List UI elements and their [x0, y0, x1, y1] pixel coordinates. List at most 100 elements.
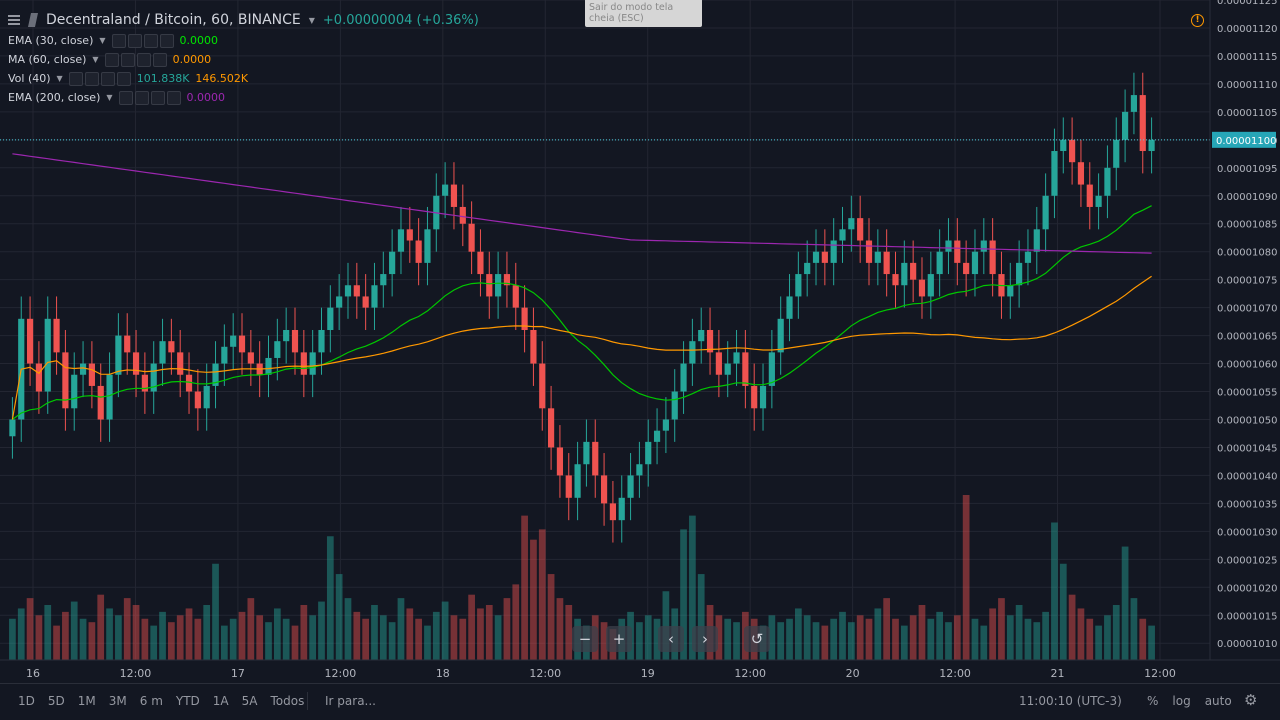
- scroll-right-icon[interactable]: ›: [692, 626, 718, 652]
- candle-body: [380, 274, 387, 286]
- indicator-legend[interactable]: Vol (40) ▼ 101.838K 146.502K: [8, 70, 248, 88]
- candle-body: [1024, 251, 1032, 263]
- volume-bar: [388, 622, 396, 660]
- volume-bar: [715, 615, 723, 660]
- candle-body: [733, 352, 740, 364]
- indicator-tool-icon[interactable]: [116, 72, 131, 86]
- volume-bar: [989, 608, 996, 660]
- chevron-down-icon[interactable]: ▼: [56, 74, 63, 83]
- indicator-label[interactable]: MA (60, close): [8, 53, 87, 66]
- reset-icon[interactable]: ↺: [744, 626, 770, 652]
- candle-body: [839, 229, 846, 241]
- candle-body: [486, 274, 493, 297]
- zoom-in-icon[interactable]: +: [606, 626, 632, 652]
- volume-bar: [344, 598, 352, 660]
- indicator-tool-icon[interactable]: [143, 34, 158, 48]
- volume-bar: [150, 625, 158, 660]
- range-button[interactable]: 1M: [77, 694, 96, 708]
- range-button[interactable]: Todos: [270, 694, 305, 708]
- volume-bar: [945, 622, 952, 660]
- ma60-line: [11, 275, 1152, 420]
- chevron-down-icon[interactable]: ▼: [99, 36, 106, 45]
- indicator-tool-icon[interactable]: [118, 91, 133, 105]
- indicator-tool-icon[interactable]: [159, 34, 174, 48]
- indicator-tool-icon[interactable]: [104, 53, 119, 67]
- indicator-tool-icon[interactable]: [152, 53, 167, 67]
- indicator-tools[interactable]: [104, 53, 167, 67]
- volume-bar: [865, 618, 873, 660]
- scale-option[interactable]: log: [1172, 694, 1191, 708]
- indicator-tool-icon[interactable]: [100, 72, 115, 86]
- price-tick-label: 0.00001040: [1217, 471, 1277, 482]
- indicator-legend[interactable]: MA (60, close) ▼ 0.0000: [8, 51, 211, 69]
- volume-bar: [141, 618, 149, 660]
- indicator-label[interactable]: EMA (30, close): [8, 34, 94, 47]
- candle-body: [653, 430, 661, 442]
- indicator-tool-icon[interactable]: [166, 91, 181, 105]
- candle-body: [609, 503, 616, 521]
- indicator-tool-icon[interactable]: [150, 91, 165, 105]
- price-tick-label: 0.00001065: [1217, 332, 1277, 343]
- scale-option[interactable]: %: [1147, 694, 1159, 708]
- menu-icon[interactable]: [8, 15, 20, 25]
- candle-body: [945, 240, 952, 252]
- range-button[interactable]: 3M: [108, 694, 127, 708]
- chevron-down-icon[interactable]: ▼: [308, 15, 315, 25]
- chevron-down-icon[interactable]: ▼: [92, 55, 99, 64]
- volume-bar: [397, 598, 405, 660]
- candle-body: [1104, 167, 1111, 196]
- indicator-legend[interactable]: EMA (200, close) ▼ 0.0000: [8, 89, 225, 107]
- symbol-title[interactable]: Decentraland / Bitcoin, 60, BINANCE: [46, 12, 301, 28]
- time-tick-label: 16: [26, 667, 40, 680]
- range-button[interactable]: YTD: [175, 694, 200, 708]
- indicator-legend[interactable]: EMA (30, close) ▼ 0.0000: [8, 32, 218, 50]
- indicator-tool-icon[interactable]: [127, 34, 142, 48]
- volume-bar: [733, 622, 740, 660]
- indicator-tools[interactable]: [118, 91, 181, 105]
- indicator-label[interactable]: Vol (40): [8, 72, 51, 85]
- candle-body: [618, 497, 625, 521]
- volume-bar: [503, 598, 511, 660]
- range-button[interactable]: 6 m: [139, 694, 163, 708]
- candle-body: [980, 240, 987, 252]
- scale-option[interactable]: auto: [1204, 694, 1232, 708]
- range-button[interactable]: 5A: [241, 694, 258, 708]
- alert-icon[interactable]: !: [1191, 14, 1204, 27]
- candle-body: [1148, 139, 1155, 152]
- candle-body: [115, 335, 122, 375]
- price-tick-label: 0.00001110: [1217, 80, 1277, 91]
- price-tick-label: 0.00001060: [1217, 360, 1277, 371]
- range-button[interactable]: 1A: [212, 694, 229, 708]
- candle-body: [247, 352, 254, 364]
- clock[interactable]: 11:00:10 (UTC-3): [1019, 694, 1122, 708]
- volume-bar: [653, 618, 661, 660]
- volume-bar: [1051, 522, 1058, 660]
- indicator-tools[interactable]: [111, 34, 174, 48]
- volume-bar: [1077, 608, 1085, 660]
- candle-body: [150, 363, 157, 392]
- candle-body: [680, 363, 687, 392]
- price-tick-label: 0.00001035: [1217, 499, 1277, 510]
- indicator-tool-icon[interactable]: [136, 53, 151, 67]
- candle-body: [1069, 139, 1076, 163]
- gear-icon[interactable]: ⚙: [1244, 691, 1258, 709]
- scroll-left-icon[interactable]: ‹: [658, 626, 684, 652]
- volume-bar: [927, 618, 935, 660]
- zoom-out-icon[interactable]: −: [572, 626, 598, 652]
- range-button[interactable]: 5D: [47, 694, 65, 708]
- candle-body: [44, 318, 51, 392]
- candle-body: [1113, 139, 1120, 168]
- chevron-down-icon[interactable]: ▼: [106, 93, 113, 102]
- indicator-tool-icon[interactable]: [68, 72, 83, 86]
- indicator-tool-icon[interactable]: [134, 91, 149, 105]
- indicator-label[interactable]: EMA (200, close): [8, 91, 101, 104]
- volume-bar: [468, 594, 475, 660]
- indicator-tool-icon[interactable]: [84, 72, 99, 86]
- indicator-tool-icon[interactable]: [120, 53, 135, 67]
- indicator-tool-icon[interactable]: [111, 34, 126, 48]
- indicator-tools[interactable]: [68, 72, 131, 86]
- range-button[interactable]: 1D: [18, 694, 35, 708]
- candle-body: [963, 262, 970, 275]
- goto-date-button[interactable]: Ir para...: [325, 694, 376, 708]
